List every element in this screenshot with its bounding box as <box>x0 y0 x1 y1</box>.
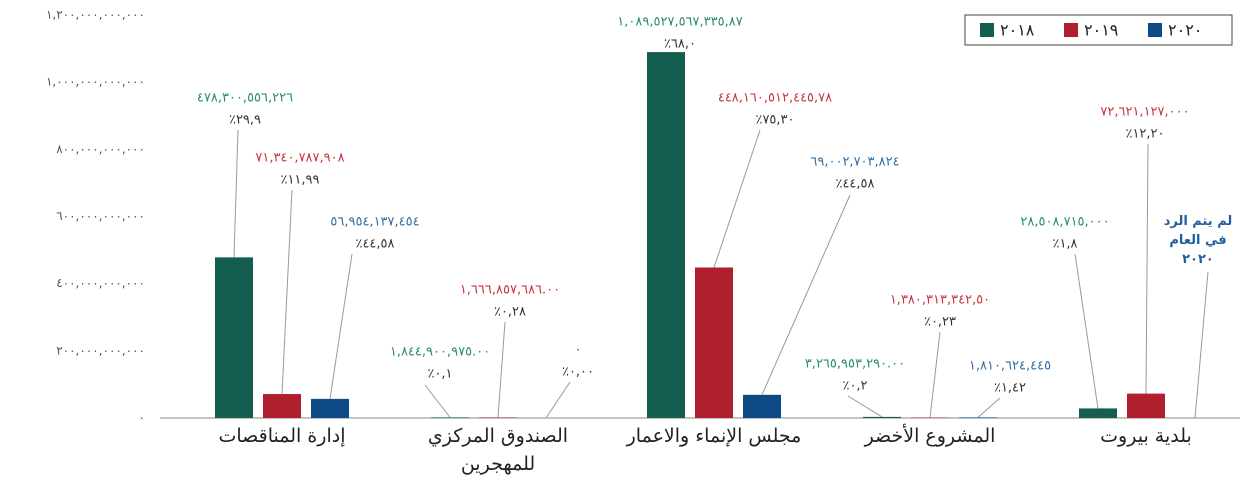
leader-line <box>977 397 1001 418</box>
x-tick-label: إدارة المناقصات <box>218 425 346 447</box>
value-label: ١,٠٨٩,٥٢٧,٥٦٧,٣٣٥,٨٧ <box>617 15 742 30</box>
x-tick-label: المشروع الأخضر <box>864 425 996 447</box>
bar <box>1079 408 1117 418</box>
percent-label: ٪٦٨,٠ <box>664 37 696 52</box>
leader-line <box>545 381 571 419</box>
percent-label: ٪١١,٩٩ <box>280 173 319 188</box>
y-tick-label: ٠ <box>139 411 145 425</box>
percent-label: ٪٠,٠٠ <box>562 365 594 380</box>
bar <box>1127 393 1165 418</box>
value-label: ٧١,٣٤٠,٧٨٧,٩٠٨ <box>255 151 344 166</box>
value-label: ١,٣٨٠,٣١٣,٣٤٢,٥٠ <box>890 293 990 308</box>
bar <box>647 52 685 418</box>
value-label: ٢٨,٥٠٨,٧١٥,٠٠٠ <box>1020 215 1109 230</box>
bar <box>479 417 517 418</box>
legend-box <box>964 14 1233 46</box>
value-label: ٠ <box>575 343 582 358</box>
y-tick-label: ٤٠٠,٠٠٠,٠٠٠,٠٠٠ <box>56 276 145 290</box>
value-label: ١,٨١٠,٦٢٤,٤٤٥ <box>969 359 1051 374</box>
legend-label: ٢٠٢٠ <box>1168 21 1202 40</box>
y-tick-label: ٦٠٠,٠٠٠,٠٠٠,٠٠٠ <box>56 209 145 223</box>
bar <box>695 267 733 418</box>
bar <box>215 257 253 418</box>
legend-label: ٢٠١٨ <box>1000 21 1035 40</box>
bar <box>743 394 781 418</box>
leader-line <box>233 129 239 258</box>
percent-label: ٪١٢,٢٠ <box>1125 127 1164 142</box>
x-tick-label: بلدية بيروت <box>1100 425 1192 447</box>
percent-label: ٪٧٥,٣٠ <box>755 113 794 128</box>
legend-swatch <box>980 23 994 37</box>
leader-line <box>713 129 761 268</box>
bar <box>863 416 901 418</box>
value-label: ٣,٢٦٥,٩٥٣,٢٩٠.٠٠ <box>805 357 905 372</box>
percent-label: ٪١,٤٢ <box>994 381 1026 396</box>
y-tick-label: ١,٢٠٠,٠٠٠,٠٠٠,٠٠٠ <box>46 8 145 22</box>
percent-label: ٪٠,٢٣ <box>924 315 956 330</box>
bar <box>959 417 997 418</box>
y-tick-label: ٢٠٠,٠٠٠,٠٠٠,٠٠٠ <box>56 343 145 357</box>
y-tick-label: ١,٠٠٠,٠٠٠,٠٠٠,٠٠٠ <box>46 75 145 89</box>
y-tick-label: ٨٠٠,٠٠٠,٠٠٠,٠٠٠ <box>56 142 145 156</box>
value-label: ٦٩,٠٠٢,٧٠٣,٨٢٤ <box>810 155 899 170</box>
annotation: لم يتم الرد في العام ٢٠٢٠ <box>1163 214 1233 267</box>
leader-line <box>424 384 451 418</box>
percent-label: ٪٢٩,٩ <box>229 113 261 128</box>
value-label: ٥٦,٩٥٤,١٣٧,٤٥٤ <box>330 215 419 230</box>
percent-label: ٪٤٤,٥٨ <box>355 237 394 252</box>
legend-label: ٢٠١٩ <box>1084 21 1118 40</box>
leader-line <box>761 194 851 396</box>
percent-label: ٪٠,٢ <box>842 379 867 394</box>
percent-label: ٪٤٤,٥٨ <box>835 177 874 192</box>
leader-line <box>281 189 293 395</box>
percent-label: ٪١,٨ <box>1052 237 1077 252</box>
value-label: ١,٨٤٤,٩٠٠,٩٧٥.٠٠ <box>390 345 490 360</box>
bar <box>431 417 469 418</box>
legend-swatch <box>1148 23 1162 37</box>
leader-line <box>1074 253 1099 409</box>
bar <box>311 398 349 418</box>
percent-label: ٪٠,٢٨ <box>494 305 526 320</box>
percent-label: ٪٠,١ <box>427 367 452 382</box>
value-label: ٤٤٨,١٦٠,٥١٢,٤٤٥,٧٨ <box>718 91 832 106</box>
leader-line <box>847 395 883 418</box>
legend-swatch <box>1064 23 1078 37</box>
leader-line <box>1194 271 1209 419</box>
leader-line <box>497 321 506 418</box>
value-label: ١,٦٦٦,٨٥٧,٦٨٦.٠٠ <box>460 283 560 298</box>
leader-line <box>329 253 353 399</box>
x-tick-label: الصندوق المركزي للمهجرين <box>427 425 569 475</box>
leader-line <box>1145 143 1149 394</box>
x-tick-label: مجلس الإنماء والاعمار <box>626 425 802 447</box>
bar <box>263 394 301 418</box>
value-label: ٧٢,٦٢١,١٢٧,٠٠٠ <box>1100 105 1189 120</box>
leader-line <box>929 331 941 418</box>
value-label: ٤٧٨,٣٠٠,٥٥٦,٢٢٦ <box>197 91 293 106</box>
